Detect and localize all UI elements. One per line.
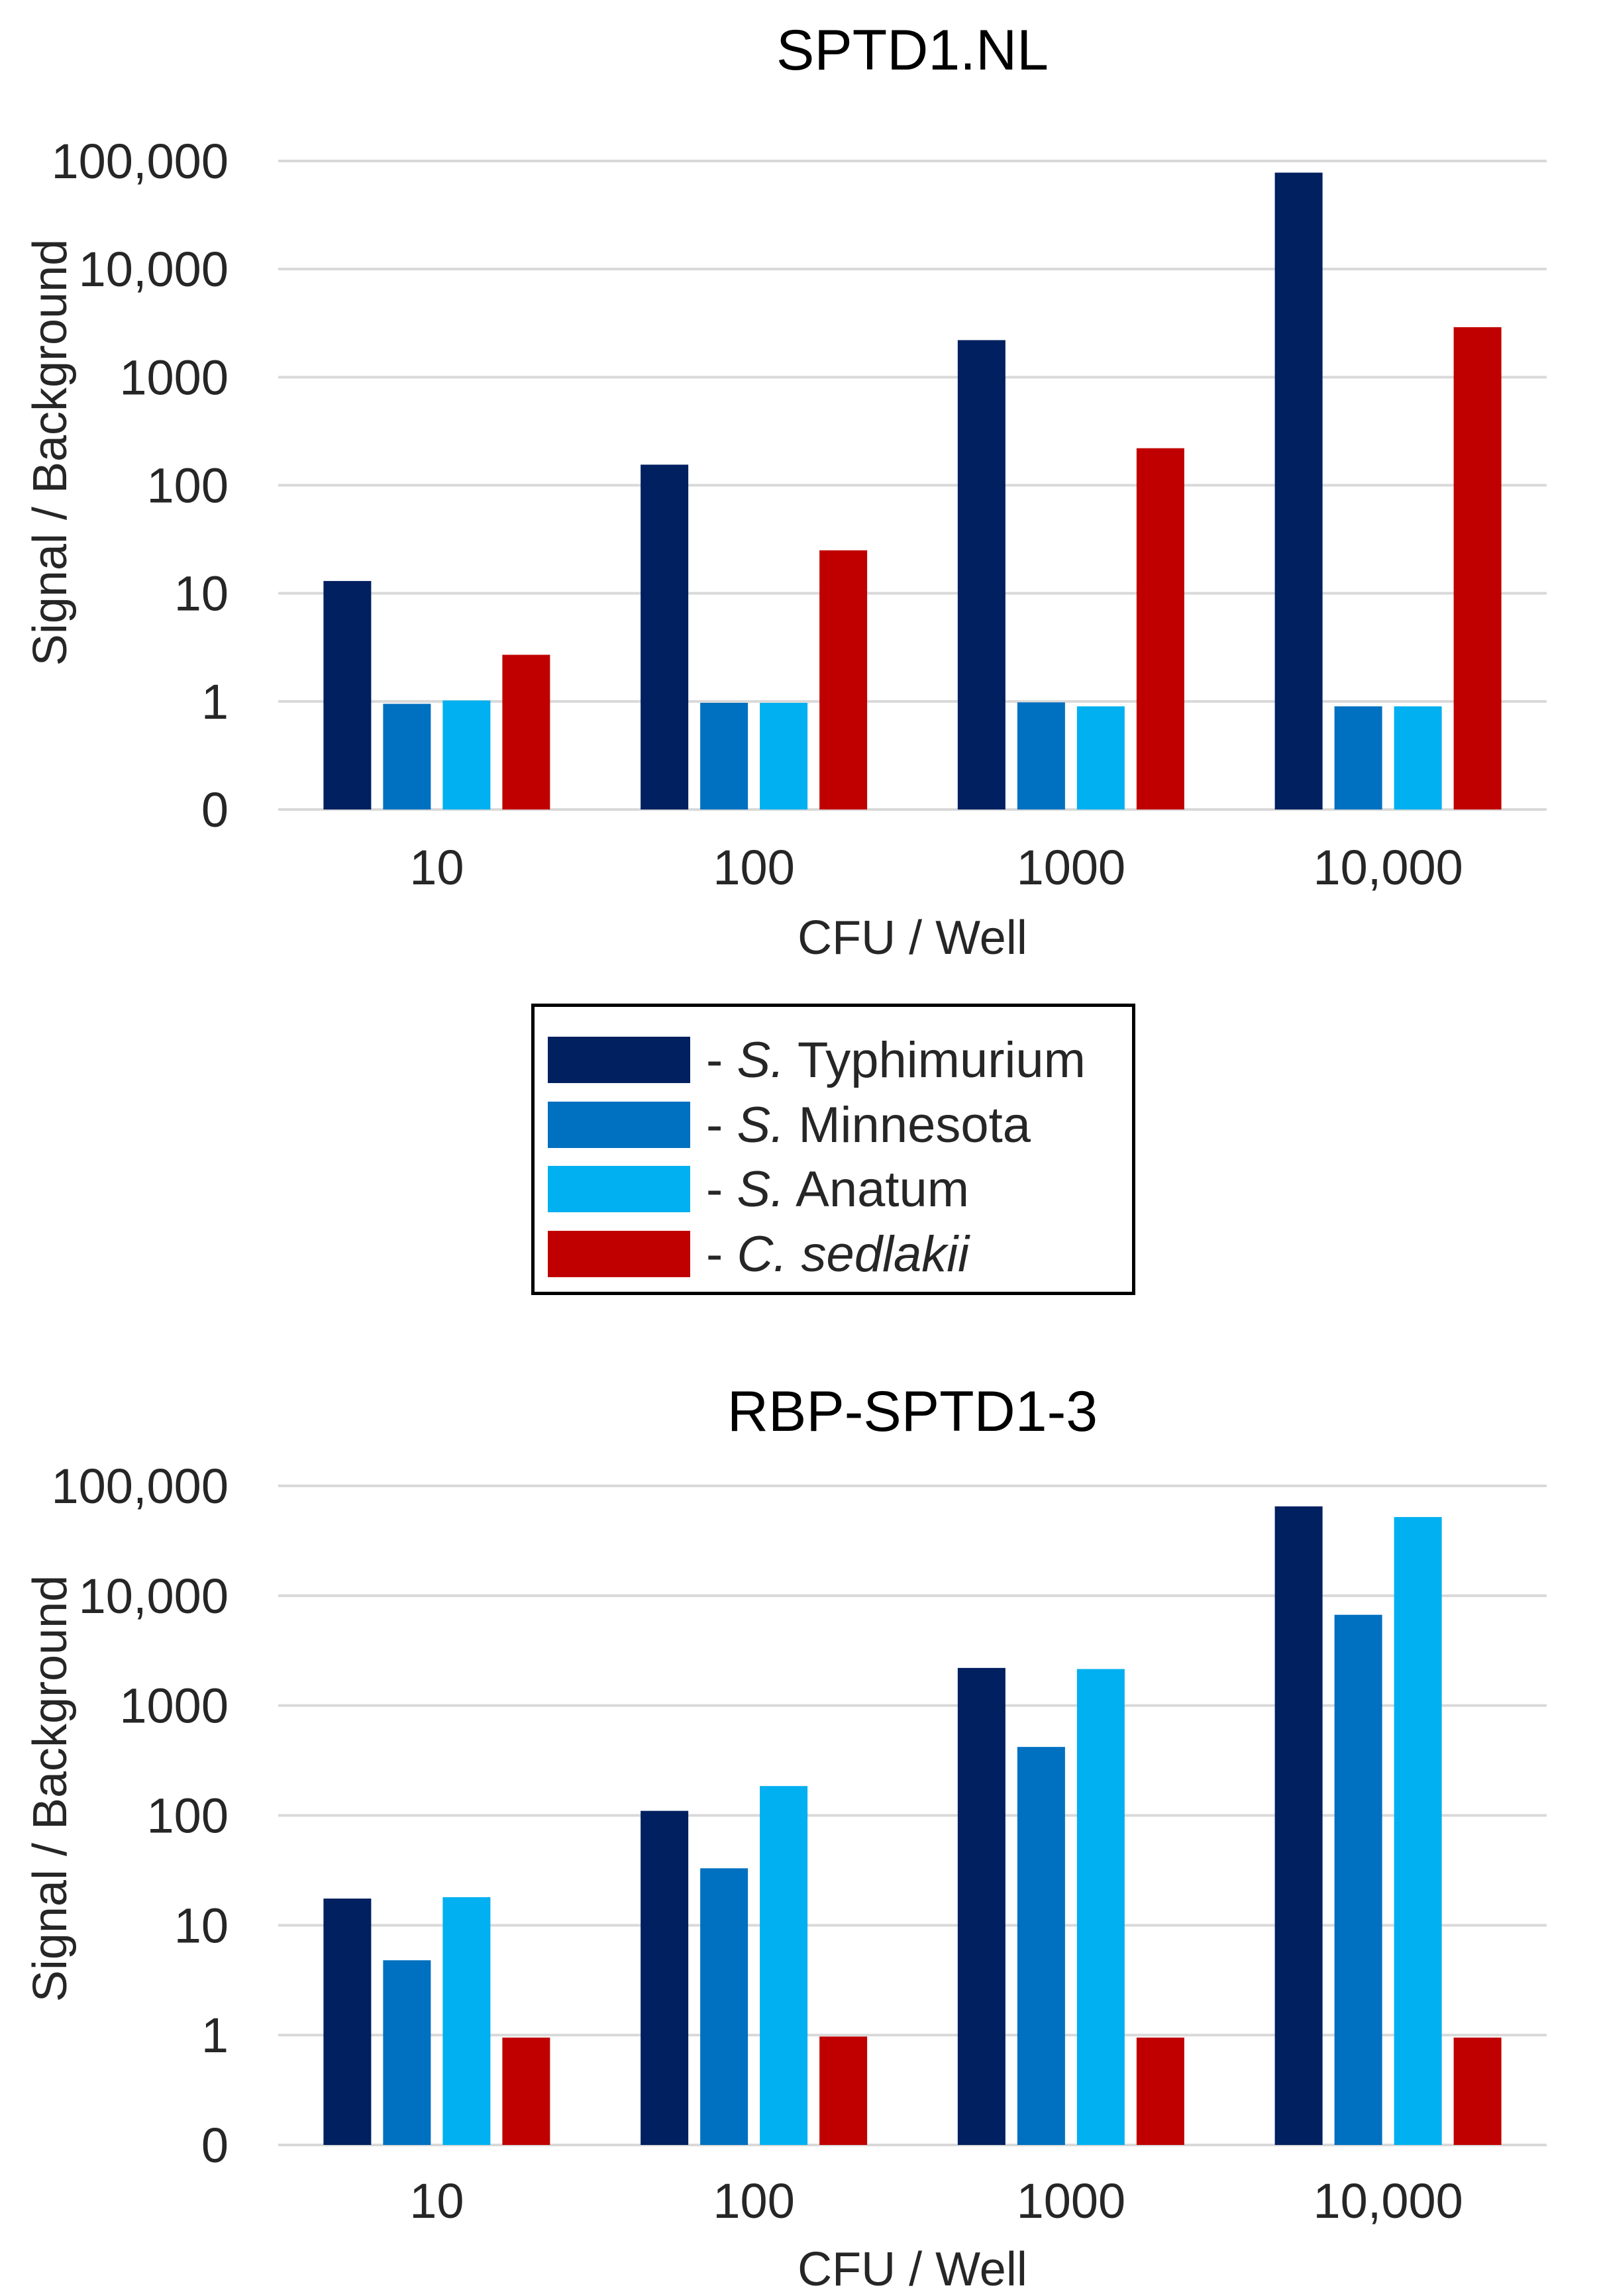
y-tick-label-4: 1000 [119, 1679, 229, 1734]
y-tick-label-5: 10,000 [79, 1569, 229, 1624]
bar-c-sedlakii-100 [819, 550, 868, 809]
legend-label-sedlakii: - C. sedlakii [706, 1226, 970, 1282]
legend-label-typhimurium: - S. Typhimurium [706, 1031, 1086, 1088]
bar-s-minnesota-1000 [1017, 702, 1065, 809]
bar-s-typhimurium-10-000 [1274, 1506, 1323, 2145]
legend-entry-anatum: - S. Anatum [548, 1161, 969, 1218]
bar-s-minnesota-10-000 [1334, 706, 1382, 809]
y-tick-label-2: 10 [174, 566, 229, 621]
chart-title: RBP-SPTD1-3 [727, 1380, 1098, 1443]
bar-s-anatum-10 [442, 1897, 491, 2145]
bar-c-sedlakii-10 [502, 2037, 550, 2145]
y-tick-label-3: 100 [147, 1789, 229, 1844]
x-tick-label-10-000: 10,000 [1313, 2173, 1463, 2228]
bar-c-sedlakii-1000 [1136, 2037, 1184, 2145]
y-tick-label-6: 100,000 [52, 134, 229, 189]
x-tick-label-100: 100 [713, 840, 794, 895]
bar-s-typhimurium-100 [641, 1810, 689, 2145]
bar-s-anatum-1000 [1076, 706, 1125, 809]
legend-entry-sedlakii: - C. sedlakii [548, 1226, 969, 1282]
bar-s-minnesota-10-000 [1334, 1614, 1382, 2145]
y-tick-label-1: 1 [201, 674, 229, 729]
bar-s-minnesota-10 [383, 704, 431, 809]
x-axis-label: CFU / Well [798, 2243, 1027, 2296]
bar-s-anatum-10 [442, 700, 491, 809]
y-tick-label-4: 1000 [119, 350, 229, 405]
x-tick-label-10-000: 10,000 [1313, 840, 1463, 895]
legend-swatch-anatum [548, 1166, 690, 1212]
y-tick-label-3: 100 [147, 458, 229, 513]
legend-entry-typhimurium: - S. Typhimurium [548, 1032, 1086, 1088]
legend: - S. Typhimurium - S. Minnesota - S. Ana… [531, 1004, 1135, 1295]
y-tick-label-1: 1 [201, 2008, 229, 2063]
y-axis-label: Signal / Background [24, 239, 77, 666]
y-tick-label-0: 0 [201, 2118, 229, 2173]
bar-s-minnesota-1000 [1017, 1747, 1065, 2145]
y-tick-label-5: 10,000 [79, 242, 229, 297]
bar-s-typhimurium-1000 [957, 1667, 1005, 2145]
legend-entry-minnesota: - S. Minnesota [548, 1097, 1031, 1153]
chart-sptd1-nl: SPTD1.NL 0 1 10 100 1000 10,000 100,000 Signal /… [24, 19, 1547, 965]
y-axis-label: Signal / Background [24, 1575, 77, 2002]
legend-label-anatum: - S. Anatum [706, 1161, 970, 1218]
bar-c-sedlakii-100 [819, 2036, 868, 2145]
y-tick-label-0: 0 [201, 782, 229, 837]
bar-s-typhimurium-10-000 [1274, 172, 1323, 809]
x-tick-label-10: 10 [409, 840, 464, 895]
bar-s-typhimurium-10 [323, 1899, 372, 2145]
bar-c-sedlakii-10 [502, 654, 550, 809]
x-tick-label-100: 100 [713, 2173, 794, 2228]
bar-s-anatum-10-000 [1394, 706, 1442, 809]
bar-s-typhimurium-10 [323, 581, 372, 809]
bar-c-sedlakii-10-000 [1453, 327, 1502, 810]
bar-s-minnesota-100 [700, 1868, 748, 2145]
x-tick-label-1000: 1000 [1017, 840, 1126, 895]
bar-s-anatum-100 [760, 1786, 808, 2145]
chart-title: SPTD1.NL [776, 19, 1049, 82]
chart-rbp-sptd1-3: RBP-SPTD1-3 0 1 10 100 1000 10,000 100,000 Signa… [24, 1380, 1547, 2296]
bar-s-anatum-100 [760, 702, 808, 809]
x-tick-label-10: 10 [409, 2173, 464, 2228]
y-tick-label-6: 100,000 [52, 1459, 229, 1514]
bar-c-sedlakii-10-000 [1453, 2037, 1502, 2145]
bar-s-anatum-10-000 [1394, 1517, 1442, 2145]
bar-s-typhimurium-1000 [957, 340, 1005, 809]
legend-swatch-typhimurium [548, 1037, 690, 1083]
x-axis-label: CFU / Well [798, 912, 1027, 965]
bar-s-anatum-1000 [1076, 1669, 1125, 2145]
bar-s-minnesota-100 [700, 702, 748, 809]
y-tick-label-2: 10 [174, 1898, 229, 1953]
legend-swatch-minnesota [548, 1102, 690, 1148]
x-tick-label-1000: 1000 [1017, 2173, 1126, 2228]
legend-label-minnesota: - S. Minnesota [706, 1096, 1031, 1153]
bar-c-sedlakii-1000 [1136, 448, 1184, 809]
bar-s-minnesota-10 [383, 1960, 431, 2145]
bar-s-typhimurium-100 [641, 464, 689, 809]
legend-swatch-sedlakii [548, 1231, 690, 1277]
